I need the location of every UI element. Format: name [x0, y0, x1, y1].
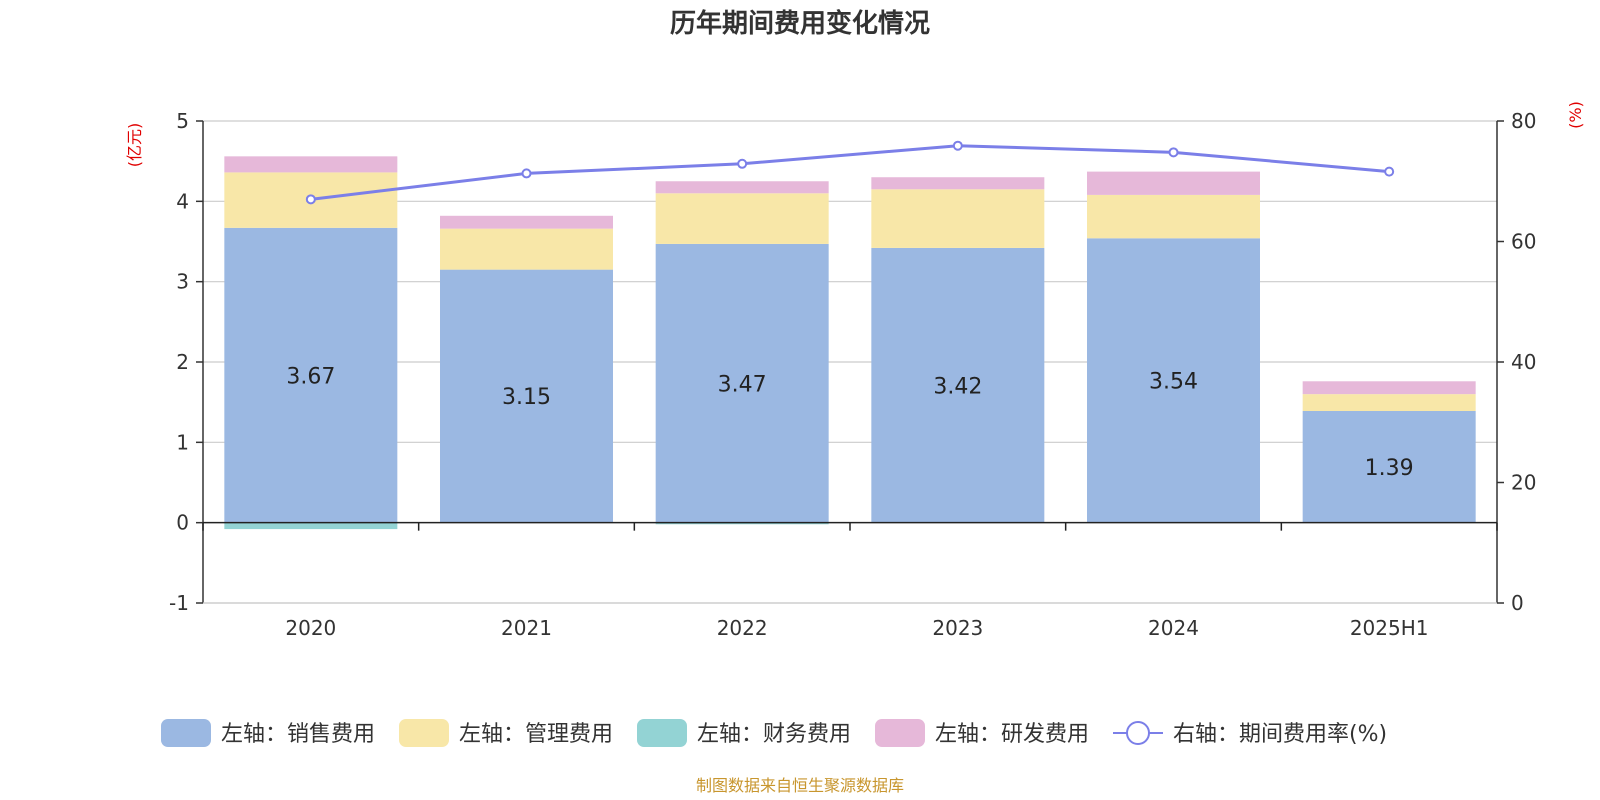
left-axis-unit: (亿元) — [125, 123, 144, 168]
left-axis-tick-label: 1 — [176, 430, 189, 454]
legend-item: 右轴：期间费用率(%) — [1113, 721, 1387, 747]
bar--2025H1 — [1302, 394, 1476, 412]
right-axis-tick-label: 80 — [1511, 109, 1536, 133]
line-point — [521, 168, 532, 179]
right-axis-tick-label: 20 — [1511, 471, 1536, 495]
legend-swatch — [637, 719, 687, 747]
chart-title: 历年期间费用变化情况 — [670, 8, 930, 39]
data-source-note: 制图数据来自恒生聚源数据库 — [696, 776, 904, 795]
bar--2022 — [655, 243, 829, 523]
bar--2023 — [871, 247, 1045, 523]
legend-label: 右轴：期间费用率(%) — [1173, 722, 1387, 747]
bar--2025H1 — [1302, 381, 1476, 395]
line-point — [1168, 147, 1179, 158]
legend-item: 左轴：财务费用 — [637, 719, 851, 747]
x-axis-label: 2020 — [285, 616, 336, 640]
bar--2022 — [655, 522, 829, 525]
bar--2020 — [224, 227, 398, 523]
bar--2025H1 — [1302, 411, 1476, 523]
legend-swatch — [399, 719, 449, 747]
legend: 左轴：销售费用 左轴：管理费用 左轴：财务费用 左轴：研发费用 右轴：期间费用率(%) — [161, 719, 1387, 747]
line-expense-ratio — [310, 144, 1390, 201]
legend-label: 左轴：研发费用 — [935, 722, 1089, 747]
bar--2021 — [440, 269, 613, 523]
line-point — [737, 158, 748, 169]
plot-area: -1 0 1 2 3 4 5 0 20 40 60 80 2020 2021 2022 2023 2024 202… — [169, 109, 1536, 640]
line-point — [1384, 166, 1395, 177]
bar--2024 — [1087, 194, 1260, 239]
legend-swatch — [161, 719, 211, 747]
left-axis-tick-label: -1 — [169, 591, 189, 615]
bar--2021 — [440, 215, 613, 229]
right-axis-tick-label: 0 — [1511, 591, 1524, 615]
legend-label: 左轴：销售费用 — [221, 722, 375, 747]
bar--2022 — [655, 193, 829, 244]
bar--2024 — [1087, 238, 1260, 523]
data-label: 3.47 — [718, 372, 767, 397]
bar--2023 — [871, 189, 1045, 248]
left-axis-tick-label: 4 — [176, 189, 189, 213]
data-label: 3.15 — [502, 385, 551, 410]
line-point — [305, 194, 316, 205]
left-axis-tick-label: 0 — [176, 511, 189, 535]
x-axis-label: 2025H1 — [1350, 616, 1429, 640]
bar--2021 — [440, 228, 613, 270]
x-axis-label: 2024 — [1148, 616, 1199, 640]
right-axis-tick-label: 60 — [1511, 230, 1536, 254]
bar--2020 — [224, 522, 398, 530]
line-point — [952, 140, 963, 151]
left-axis-tick-label: 5 — [176, 109, 189, 133]
bar--2022 — [655, 181, 829, 194]
legend-item: 左轴：管理费用 — [399, 719, 613, 747]
data-label: 3.67 — [286, 364, 335, 389]
legend-item: 左轴：研发费用 — [875, 719, 1089, 747]
left-axis-tick-label: 2 — [176, 350, 189, 374]
left-axis-tick-label: 3 — [176, 270, 189, 294]
bar--2023 — [871, 177, 1045, 190]
legend-circle-marker — [1126, 721, 1150, 745]
bar--2020 — [224, 156, 398, 173]
legend-item: 左轴：销售费用 — [161, 719, 375, 747]
x-axis-label: 2022 — [717, 616, 768, 640]
legend-label: 左轴：管理费用 — [459, 722, 613, 747]
right-axis-unit: (%) — [1566, 101, 1585, 129]
x-axis-label: 2021 — [501, 616, 552, 640]
legend-label: 左轴：财务费用 — [697, 722, 851, 747]
data-label: 3.42 — [933, 374, 982, 399]
x-axis-label: 2023 — [932, 616, 983, 640]
data-label: 3.54 — [1149, 369, 1198, 394]
right-axis-tick-label: 40 — [1511, 350, 1536, 374]
bar--2024 — [1087, 171, 1260, 195]
data-label: 1.39 — [1365, 456, 1414, 481]
legend-swatch — [875, 719, 925, 747]
